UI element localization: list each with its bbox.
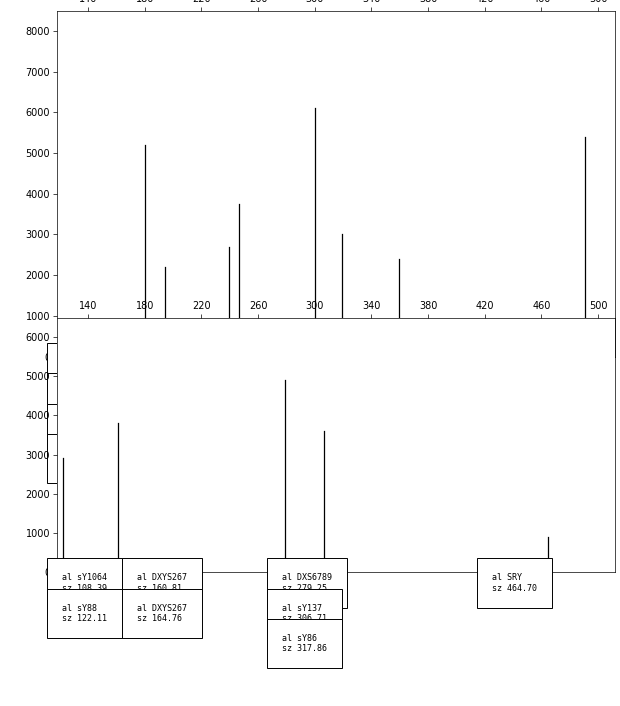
Text: al sY105
sz 299.83: al sY105 sz 299.83 [335,358,380,377]
Text: al AMEL ChrX
sz 105.11: al AMEL ChrX sz 105.11 [62,358,122,377]
Text: al sY121
sz 194.53: al sY121 sz 194.53 [214,388,259,407]
Text: al DXYS267
sz 164.76: al DXYS267 sz 164.76 [137,604,187,623]
Text: al sY137
sz 306.71: al sY137 sz 306.71 [282,604,327,623]
Text: al sY84
sz 319.01: al sY84 sz 319.01 [335,388,380,407]
Text: al sY1064
sz 108.39: al sY1064 sz 108.39 [62,573,107,592]
Text: al DXS6789
sz 279.25: al DXS6789 sz 279.25 [282,573,332,592]
Text: al TAF9L ChrX
sz 141.04: al TAF9L ChrX sz 141.04 [62,449,127,468]
Text: al ZFXY
sz 490.82: al ZFXY sz 490.82 [515,358,560,377]
Text: al HPRT
sz 359.55: al HPRT sz 359.55 [404,358,449,377]
Text: al sY82
sz 264.22: al sY82 sz 264.22 [279,419,324,438]
Text: al sY88
sz 122.11: al sY88 sz 122.11 [62,604,107,623]
Text: al sY86
sz 317.86: al sY86 sz 317.86 [282,634,327,653]
Text: al AMEL ChrY
sz 110.61: al AMEL ChrY sz 110.61 [62,388,122,407]
Text: al TAF9L Chr3
sz 138.91: al TAF9L Chr3 sz 138.91 [62,419,127,438]
Text: al sY1065
sz 246.62: al sY1065 sz 246.62 [279,388,324,407]
Text: al DXS9898
sz 179.97: al DXS9898 sz 179.97 [214,358,264,377]
Text: al sY160
sz 239.46: al sY160 sz 239.46 [279,358,324,377]
Text: al SRY
sz 464.70: al SRY sz 464.70 [492,573,537,592]
Text: al sY127
sz 271.91: al sY127 sz 271.91 [279,449,324,468]
Text: al DXYS267
sz 160.81: al DXYS267 sz 160.81 [137,573,187,592]
